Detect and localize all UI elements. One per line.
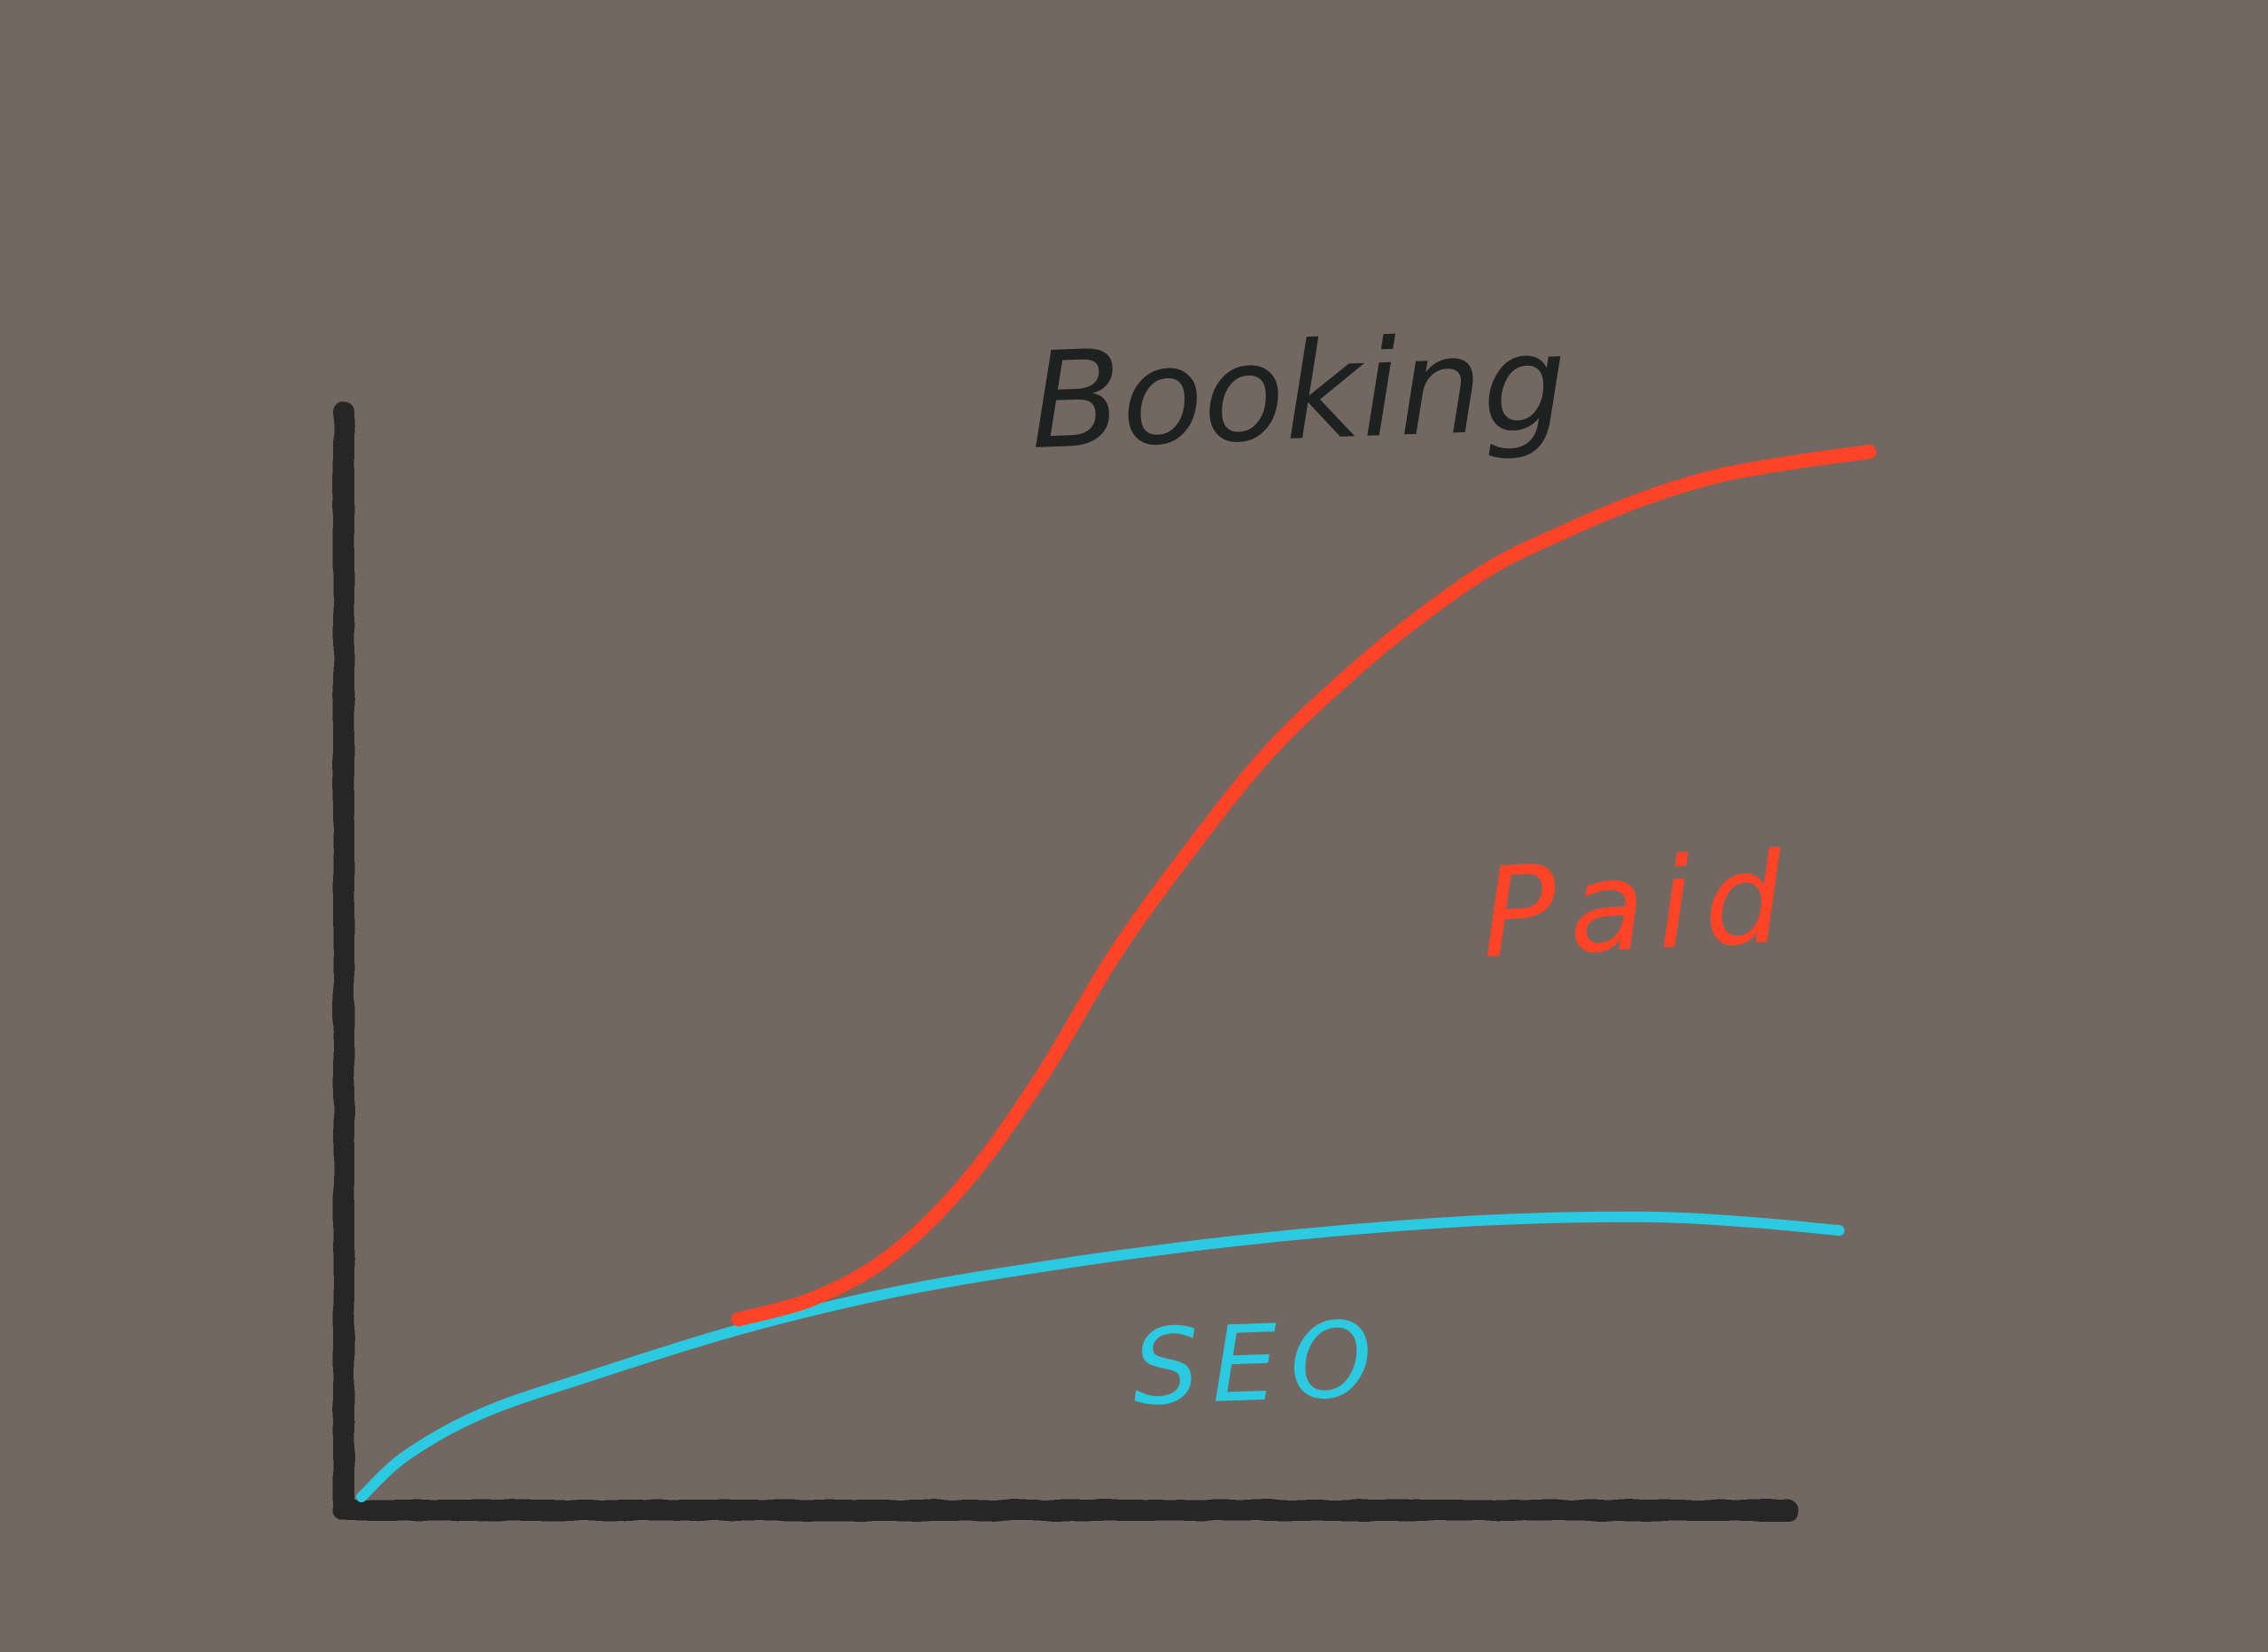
label-layer: Paid SEO [1130, 826, 1798, 1429]
series-label-seo: SEO [1130, 1298, 1386, 1429]
series-label-paid: Paid [1478, 826, 1798, 987]
series-layer [356, 445, 1876, 1502]
series-line-seo [356, 1211, 1845, 1502]
series-line-paid [731, 445, 1876, 1327]
axes [333, 401, 1798, 1521]
chart-title: Booking [1028, 306, 1569, 479]
